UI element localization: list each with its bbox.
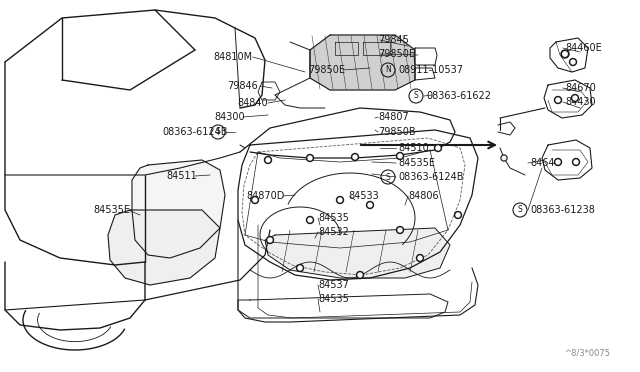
Text: 84533: 84533: [348, 191, 379, 201]
Circle shape: [572, 94, 579, 102]
Polygon shape: [108, 210, 220, 285]
Circle shape: [308, 156, 312, 160]
Circle shape: [307, 217, 314, 224]
Circle shape: [266, 158, 270, 162]
Circle shape: [554, 158, 561, 166]
Text: N: N: [385, 65, 391, 74]
Circle shape: [573, 96, 577, 100]
Text: 84670: 84670: [565, 83, 596, 93]
Text: 79850E: 79850E: [308, 65, 345, 75]
Circle shape: [570, 58, 577, 65]
Text: 79850B: 79850B: [378, 127, 415, 137]
Circle shape: [573, 158, 579, 166]
Circle shape: [268, 238, 272, 242]
Text: 84430: 84430: [565, 97, 596, 107]
Text: 08911-10537: 08911-10537: [398, 65, 463, 75]
Circle shape: [554, 96, 561, 103]
Text: 84460E: 84460E: [565, 43, 602, 53]
Circle shape: [561, 50, 569, 58]
Text: 08363-61238: 08363-61238: [530, 205, 595, 215]
Text: 84537: 84537: [318, 280, 349, 290]
Text: 84810M: 84810M: [214, 52, 253, 62]
Text: ^8/3*0075: ^8/3*0075: [564, 349, 610, 358]
Circle shape: [308, 218, 312, 222]
Circle shape: [358, 273, 362, 277]
Text: S: S: [413, 92, 419, 100]
Circle shape: [252, 196, 259, 203]
Circle shape: [307, 154, 314, 161]
Circle shape: [253, 198, 257, 202]
Text: 84535E: 84535E: [93, 205, 130, 215]
Circle shape: [266, 237, 273, 244]
Circle shape: [367, 202, 374, 208]
Circle shape: [571, 60, 575, 64]
Polygon shape: [310, 35, 415, 90]
Text: 84535E: 84535E: [398, 158, 435, 168]
Circle shape: [417, 254, 424, 262]
Text: S: S: [386, 173, 390, 182]
Circle shape: [454, 212, 461, 218]
Circle shape: [397, 153, 403, 160]
Circle shape: [456, 213, 460, 217]
Text: 84300: 84300: [214, 112, 245, 122]
Circle shape: [351, 154, 358, 160]
Circle shape: [563, 52, 567, 56]
Circle shape: [418, 256, 422, 260]
Text: S: S: [518, 205, 522, 215]
Polygon shape: [265, 228, 450, 278]
Circle shape: [556, 98, 560, 102]
Text: 79846: 79846: [227, 81, 258, 91]
Circle shape: [337, 196, 344, 203]
Text: 84807: 84807: [378, 112, 409, 122]
Text: 84510: 84510: [398, 143, 429, 153]
Text: 84511: 84511: [166, 171, 197, 181]
Circle shape: [501, 155, 507, 161]
Text: 84535: 84535: [318, 213, 349, 223]
Circle shape: [356, 272, 364, 279]
Circle shape: [353, 155, 357, 159]
Circle shape: [436, 146, 440, 150]
Circle shape: [338, 198, 342, 202]
Text: 08363-6124B: 08363-6124B: [398, 172, 463, 182]
Circle shape: [368, 203, 372, 207]
Circle shape: [397, 227, 403, 234]
Circle shape: [296, 264, 303, 272]
Text: S: S: [216, 128, 220, 137]
Text: 84806: 84806: [408, 191, 438, 201]
Text: 84535: 84535: [318, 294, 349, 304]
Circle shape: [298, 266, 302, 270]
Circle shape: [435, 144, 442, 151]
Text: 08363-6124B: 08363-6124B: [163, 127, 228, 137]
Text: 84870D: 84870D: [246, 191, 285, 201]
Text: 79850E: 79850E: [378, 49, 415, 59]
Text: 79845: 79845: [378, 35, 409, 45]
Circle shape: [556, 160, 560, 164]
Text: 08363-61622: 08363-61622: [426, 91, 491, 101]
Circle shape: [574, 160, 578, 164]
Circle shape: [502, 156, 506, 160]
Circle shape: [398, 228, 402, 232]
Circle shape: [264, 157, 271, 164]
Text: 84840: 84840: [237, 98, 268, 108]
Text: 84640: 84640: [530, 158, 561, 168]
Circle shape: [398, 154, 402, 158]
Polygon shape: [132, 160, 225, 258]
Text: 84532: 84532: [318, 227, 349, 237]
